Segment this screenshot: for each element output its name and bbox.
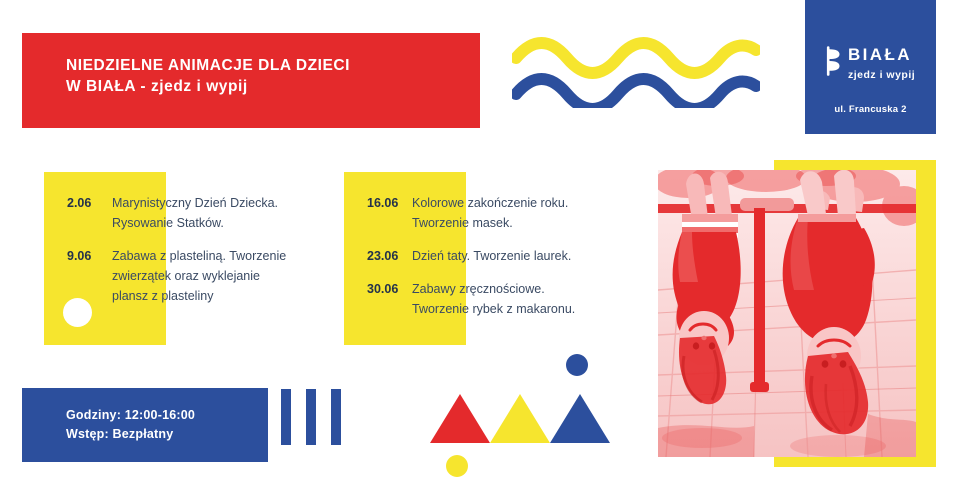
logo-lockup: BIAŁA zjedz i wypij bbox=[825, 46, 936, 83]
opening-hours: Godziny: 12:00-16:00 bbox=[66, 408, 196, 422]
circle-white-icon bbox=[63, 298, 92, 327]
schedule-description-line: plansz z plasteliny bbox=[112, 289, 214, 303]
schedule-description-line: zwierzątek oraz wyklejanie bbox=[112, 269, 260, 283]
schedule-row: 9.06 Zabawa z plasteliną. Tworzenie zwie… bbox=[44, 246, 334, 306]
schedule-description-line: Zabawy zręcznościowe. bbox=[412, 282, 545, 296]
triangle-red-icon bbox=[430, 394, 490, 443]
schedule-description: Marynistyczny Dzień Dziecka. Rysowanie S… bbox=[112, 193, 334, 233]
schedule-row: 2.06 Marynistyczny Dzień Dziecka. Rysowa… bbox=[44, 193, 334, 233]
schedule-description-line: Dzień taty. Tworzenie laurek. bbox=[412, 249, 572, 263]
vertical-bar-icon bbox=[306, 389, 316, 445]
schedule-yellow-block-1 bbox=[44, 172, 166, 345]
schedule-description-line: Marynistyczny Dzień Dziecka. bbox=[112, 196, 279, 210]
circle-yellow-icon bbox=[446, 455, 468, 477]
schedule-description-line: Tworzenie rybek z makaronu. bbox=[412, 302, 576, 316]
schedule-date: 23.06 bbox=[367, 249, 399, 263]
schedule-description: Zabawy zręcznościowe. Tworzenie rybek z … bbox=[412, 279, 634, 319]
poster-title-line1: NIEDZIELNE ANIMACJE DLA DZIECI bbox=[66, 57, 351, 74]
schedule-description: Kolorowe zakończenie roku. Tworzenie mas… bbox=[412, 193, 634, 233]
schedule-rows-1: 2.06 Marynistyczny Dzień Dziecka. Rysowa… bbox=[44, 172, 334, 319]
schedule-yellow-block-2 bbox=[344, 172, 466, 345]
schedule-row: 16.06 Kolorowe zakończenie roku. Tworzen… bbox=[344, 193, 634, 233]
schedule-description-line: Rysowanie Statków. bbox=[112, 216, 224, 230]
shapes-decoration bbox=[428, 350, 610, 478]
header-banner: NIEDZIELNE ANIMACJE DLA DZIECI W BIAŁA -… bbox=[22, 33, 480, 128]
children-upside-down-playground-photo bbox=[658, 170, 916, 457]
schedule-rows-2: 16.06 Kolorowe zakończenie roku. Tworzen… bbox=[344, 172, 634, 332]
schedule-description: Dzień taty. Tworzenie laurek. bbox=[412, 246, 634, 266]
wave-line-yellow-icon bbox=[512, 37, 760, 79]
schedule-description-line: Kolorowe zakończenie roku. bbox=[412, 196, 569, 210]
vertical-bar-icon bbox=[281, 389, 291, 445]
vertical-bars-decoration bbox=[281, 389, 341, 445]
schedule-description-line: Tworzenie masek. bbox=[412, 216, 513, 230]
schedule-row: 23.06 Dzień taty. Tworzenie laurek. bbox=[344, 246, 634, 266]
admission-info: Wstęp: Bezpłatny bbox=[66, 427, 174, 441]
logo-tagline: zjedz i wypij bbox=[848, 69, 916, 81]
triangle-blue-icon bbox=[550, 394, 610, 443]
circle-blue-icon bbox=[566, 354, 588, 376]
biala-bottle-glass-icon bbox=[825, 46, 842, 76]
schedule-description: Zabawa z plasteliną. Tworzenie zwierząte… bbox=[112, 246, 334, 306]
triangle-yellow-icon bbox=[490, 394, 550, 443]
vertical-bar-icon bbox=[331, 389, 341, 445]
schedule-date: 16.06 bbox=[367, 196, 399, 210]
schedule-date: 30.06 bbox=[367, 282, 399, 296]
schedule-date: 2.06 bbox=[67, 196, 92, 210]
brand-logo-box[interactable]: BIAŁA zjedz i wypij ul. Francuska 2 bbox=[805, 0, 936, 134]
info-box: Godziny: 12:00-16:00 Wstęp: Bezpłatny bbox=[22, 388, 268, 462]
wave-decoration bbox=[512, 36, 760, 108]
wave-line-blue-icon bbox=[512, 73, 760, 108]
schedule-row: 30.06 Zabawy zręcznościowe. Tworzenie ry… bbox=[344, 279, 634, 319]
logo-name: BIAŁA bbox=[848, 45, 912, 64]
logo-wordmark: BIAŁA zjedz i wypij bbox=[848, 46, 936, 83]
schedule-description-line: Zabawa z plasteliną. Tworzenie bbox=[112, 249, 287, 263]
logo-address: ul. Francuska 2 bbox=[834, 104, 907, 115]
photo-module bbox=[658, 160, 936, 467]
schedule-date: 9.06 bbox=[67, 249, 92, 263]
poster-title-line2: W BIAŁA - zjedz i wypij bbox=[66, 78, 248, 95]
